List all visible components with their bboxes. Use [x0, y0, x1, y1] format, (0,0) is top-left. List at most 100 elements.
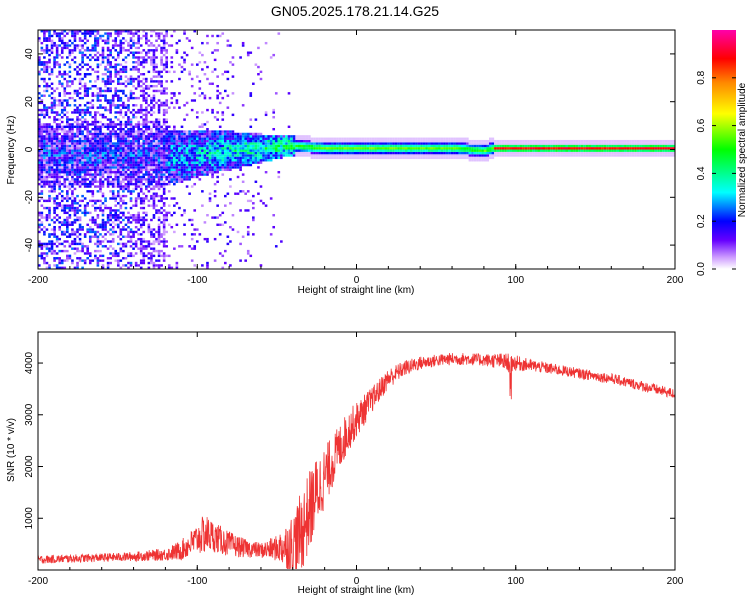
heatmap-cell	[71, 240, 74, 243]
heatmap-cell	[76, 142, 79, 145]
heatmap-cell	[183, 223, 186, 226]
heatmap-cell	[201, 92, 204, 95]
heatmap-cell	[99, 163, 102, 167]
heatmap-cell	[119, 154, 123, 157]
heatmap-cell	[241, 159, 245, 162]
heatmap-cell	[384, 151, 388, 155]
heatmap-cell	[145, 159, 148, 162]
heatmap-cell	[364, 139, 367, 143]
heatmap-cell	[55, 147, 59, 150]
heatmap-cell	[216, 156, 219, 160]
heatmap-cell	[241, 163, 245, 167]
heatmap-cell	[527, 149, 530, 152]
heatmap-cell	[99, 225, 102, 229]
heatmap-cell	[440, 139, 444, 143]
heatmap-cell	[190, 144, 194, 148]
heatmap-cell	[165, 118, 168, 121]
heatmap-cell	[206, 154, 209, 157]
heatmap-cell	[147, 161, 151, 164]
heatmap-cell	[361, 156, 365, 160]
heatmap-cell	[234, 142, 237, 145]
heatmap-cell	[60, 154, 64, 157]
heatmap-cell	[226, 142, 230, 145]
heatmap-cell	[221, 135, 225, 138]
heatmap-cell	[139, 61, 143, 64]
heatmap-cell	[328, 142, 332, 145]
heatmap-cell	[137, 130, 140, 133]
heatmap-cell	[88, 235, 92, 238]
heatmap-cell	[96, 180, 100, 183]
heatmap-cell	[43, 63, 46, 66]
heatmap-cell	[119, 108, 123, 112]
heatmap-cell	[213, 161, 217, 164]
heatmap-cell	[170, 197, 174, 200]
heatmap-cell	[116, 161, 120, 164]
heatmap-cell	[53, 235, 56, 238]
heatmap-cell	[104, 178, 107, 181]
heatmap-cell	[160, 199, 163, 203]
heatmap-cell	[60, 101, 64, 105]
heatmap-cell	[147, 70, 151, 74]
heatmap-cell	[132, 151, 135, 155]
heatmap-cell	[180, 132, 184, 136]
heatmap-cell	[522, 149, 525, 152]
heatmap-cell	[132, 135, 135, 138]
heatmap-cell	[116, 264, 120, 267]
heatmap-cell	[369, 137, 372, 140]
heatmap-cell	[463, 149, 467, 152]
heatmap-cell	[162, 185, 166, 188]
heatmap-cell	[534, 149, 538, 152]
heatmap-cell	[139, 225, 143, 229]
heatmap-cell	[137, 39, 140, 42]
heatmap-cell	[78, 154, 82, 157]
heatmap-cell	[241, 154, 245, 157]
heatmap-cell	[193, 166, 197, 169]
heatmap-cell	[170, 178, 174, 181]
heatmap-cell	[132, 218, 135, 222]
heatmap-cell	[545, 144, 548, 148]
heatmap-cell	[114, 154, 118, 157]
heatmap-cell	[218, 144, 222, 148]
heatmap-cell	[221, 223, 225, 226]
heatmap-cell	[371, 144, 375, 148]
heatmap-cell	[119, 211, 123, 215]
heatmap-cell	[147, 144, 151, 148]
heatmap-cell	[170, 65, 174, 69]
heatmap-cell	[58, 216, 61, 219]
heatmap-cell	[155, 259, 158, 262]
heatmap-cell	[420, 154, 423, 157]
heatmap-cell	[38, 96, 41, 100]
heatmap-cell	[254, 139, 258, 143]
heatmap-cell	[170, 56, 174, 59]
heatmap-cell	[560, 142, 563, 145]
heatmap-cell	[519, 144, 523, 148]
heatmap-cell	[198, 166, 202, 169]
heatmap-cell	[274, 149, 278, 152]
heatmap-cell	[150, 44, 153, 47]
heatmap-cell	[190, 132, 194, 136]
heatmap-cell	[86, 92, 90, 95]
heatmap-cell	[116, 118, 120, 121]
heatmap-cell	[109, 161, 112, 164]
heatmap-cell	[99, 259, 102, 262]
heatmap-cell	[38, 192, 41, 195]
heatmap-cell	[445, 154, 449, 157]
heatmap-cell	[290, 151, 293, 155]
heatmap-cell	[147, 240, 151, 243]
heatmap-cell	[402, 151, 405, 155]
heatmap-cell	[229, 166, 232, 169]
heatmap-cell	[445, 142, 449, 145]
heatmap-cell	[496, 149, 500, 152]
heatmap-cell	[45, 161, 49, 164]
heatmap-cell	[48, 144, 51, 148]
heatmap-cell	[71, 144, 74, 148]
heatmap-cell	[76, 249, 79, 253]
heatmap-cell	[173, 180, 176, 183]
heatmap-cell	[111, 171, 115, 174]
heatmap-cell	[167, 125, 171, 128]
heatmap-cell	[68, 171, 72, 174]
heatmap-cell	[96, 168, 100, 172]
heatmap-cell	[106, 185, 110, 188]
heatmap-cell	[183, 118, 186, 121]
heatmap-cell	[132, 44, 135, 47]
